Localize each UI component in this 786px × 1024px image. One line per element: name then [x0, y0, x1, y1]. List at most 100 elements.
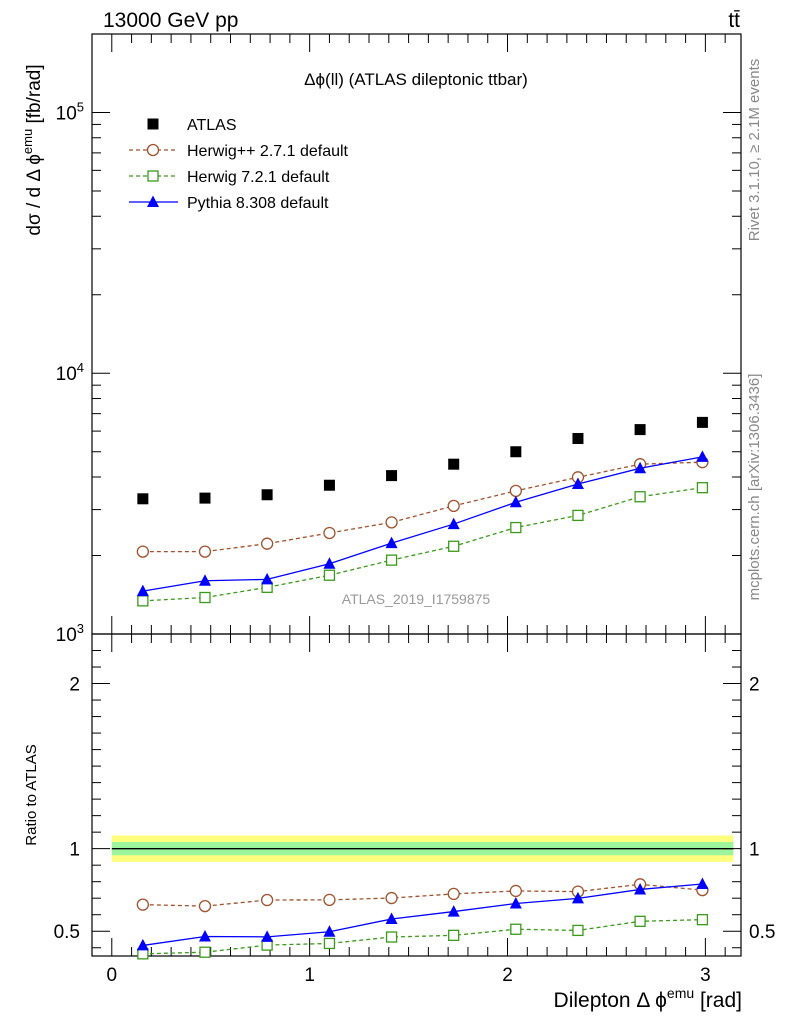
main-point-pythia-8-308-default	[509, 495, 522, 508]
ratio-y-tick-label-right: 1	[749, 840, 760, 861]
ratio-plot-panel: 0.5 0.5 1 1 2 2 0 1 2 3 Ratio to ATLAS	[23, 633, 775, 986]
x-tick-label: 1	[304, 965, 315, 986]
main-point-herwig-7-2-1-default	[137, 595, 149, 607]
legend-marker-herwig-7-2-1-default	[147, 170, 159, 182]
ratio-point-pythia-8-308-default	[509, 896, 522, 909]
ratio-point-pythia-8-308-default	[447, 905, 460, 917]
mcplots-reference-label: mcplots.cern.ch [arXiv:1306.3436]	[746, 374, 763, 601]
ratio-point-pythia-8-308-default	[385, 912, 398, 925]
main-point-herwig-7-2-1-default	[323, 569, 336, 581]
main-point-herwig-7-2-1-default	[199, 591, 211, 604]
main-y-tick-label: 103	[56, 621, 84, 646]
ratio-point-pythia-8-308-default	[198, 930, 211, 942]
main-point-herwig-7-2-1-default	[510, 521, 522, 534]
main-point-atlas	[634, 424, 646, 436]
main-line-herwig-2-7-1-default	[142, 461, 703, 553]
ratio-point-pythia-8-308-default	[696, 877, 709, 890]
main-series-group	[136, 416, 709, 607]
main-point-atlas	[199, 492, 211, 504]
main-point-pythia-8-308-default	[261, 572, 274, 585]
header-energy-label: 13000 GeV pp	[103, 9, 238, 32]
legend-label-atlas: ATLAS	[187, 117, 237, 134]
main-point-atlas	[261, 489, 273, 501]
legend-label-herwig-2-7-1-default: Herwig++ 2.7.1 default	[187, 143, 349, 160]
ratio-point-herwig-7-2-1-default	[448, 929, 460, 942]
legend-marker-atlas	[147, 118, 159, 130]
ratio-point-herwig-2-7-1-default	[447, 887, 460, 901]
main-point-pythia-8-308-default	[198, 574, 211, 586]
legend-marker-pythia-8-308-default	[147, 195, 159, 207]
ratio-point-herwig-2-7-1-default	[323, 893, 336, 907]
ratio-plot-frame	[91, 633, 742, 957]
rivet-version-label: Rivet 3.1.10, ≥ 2.1M events	[746, 59, 763, 242]
ratio-y-tick-label: 2	[69, 675, 80, 696]
ratio-point-herwig-2-7-1-default	[136, 898, 150, 911]
analysis-watermark: ATLAS_2019_I1759875	[342, 591, 491, 607]
ratio-y-tick-label: 0.5	[54, 922, 80, 943]
legend-label-herwig-7-2-1-default: Herwig 7.2.1 default	[187, 169, 330, 186]
main-point-pythia-8-308-default	[696, 450, 709, 462]
main-axis-ticks: 103 104 105	[56, 33, 741, 646]
main-point-atlas	[323, 479, 335, 491]
main-point-herwig-2-7-1-default	[198, 545, 212, 558]
ratio-point-herwig-7-2-1-default	[199, 946, 211, 958]
x-tick-label: 0	[106, 965, 117, 986]
main-point-herwig-2-7-1-default	[136, 545, 150, 558]
main-point-pythia-8-308-default	[385, 536, 398, 549]
header-process-label: tt̄	[728, 9, 740, 32]
main-point-herwig-2-7-1-default	[447, 499, 460, 513]
legend-marker-herwig-2-7-1-default	[146, 143, 160, 157]
main-point-atlas	[572, 433, 584, 445]
ratio-line-herwig-7-2-1-default	[142, 919, 703, 955]
main-point-herwig-2-7-1-default	[323, 526, 336, 540]
main-point-atlas	[696, 416, 708, 428]
main-point-herwig-7-2-1-default	[448, 540, 460, 552]
main-point-herwig-7-2-1-default	[572, 509, 584, 522]
main-point-herwig-2-7-1-default	[509, 484, 522, 497]
ratio-point-herwig-2-7-1-default	[260, 893, 274, 907]
ratio-point-herwig-2-7-1-default	[198, 899, 212, 913]
main-point-pythia-8-308-default	[323, 557, 336, 569]
main-point-atlas	[510, 446, 522, 458]
main-plot-panel: 103 104 105 Δϕ(ll) (ATLAS dileptonic ttbar…	[20, 33, 742, 646]
ratio-point-herwig-7-2-1-default	[572, 924, 584, 937]
ratio-y-tick-label-right: 0.5	[749, 922, 775, 943]
ratio-y-tick-label-right: 2	[749, 675, 760, 696]
ratio-point-pythia-8-308-default	[571, 891, 584, 904]
main-point-herwig-7-2-1-default	[696, 482, 709, 494]
ratio-point-herwig-7-2-1-default	[323, 937, 336, 950]
ratio-point-herwig-2-7-1-default	[385, 891, 398, 905]
ratio-point-herwig-7-2-1-default	[634, 915, 646, 927]
ratio-point-herwig-7-2-1-default	[385, 931, 398, 943]
main-point-herwig-7-2-1-default	[385, 554, 398, 566]
main-point-pythia-8-308-default	[447, 517, 460, 530]
ratio-axis-ticks: 0.5 0.5 1 1 2 2 0 1 2 3	[54, 634, 775, 986]
main-point-pythia-8-308-default	[136, 584, 149, 597]
ratio-point-pythia-8-308-default	[136, 938, 149, 951]
main-point-atlas	[448, 458, 460, 470]
ratio-line-herwig-2-7-1-default	[142, 883, 703, 907]
ratio-series-group	[111, 848, 734, 960]
ratio-point-herwig-2-7-1-default	[509, 884, 522, 898]
main-point-pythia-8-308-default	[571, 477, 584, 490]
main-y-tick-label: 104	[56, 360, 84, 385]
main-point-pythia-8-308-default	[634, 461, 647, 474]
ratio-point-pythia-8-308-default	[323, 925, 336, 937]
plot-title: Δϕ(ll) (ATLAS dileptonic ttbar)	[304, 70, 528, 89]
main-point-herwig-2-7-1-default	[385, 516, 398, 529]
ratio-point-pythia-8-308-default	[261, 930, 274, 942]
x-tick-label: 2	[502, 965, 513, 986]
ratio-point-pythia-8-308-default	[634, 882, 647, 895]
main-y-axis-label: dσ / d Δ ϕemu [fb/rad]	[20, 64, 45, 235]
main-line-pythia-8-308-default	[142, 456, 703, 592]
main-point-herwig-2-7-1-default	[260, 537, 274, 550]
main-point-herwig-7-2-1-default	[634, 491, 646, 503]
x-axis-label: Dilepton Δ ϕemu [rad]	[554, 985, 742, 1012]
x-tick-label: 3	[700, 965, 711, 986]
main-line-herwig-7-2-1-default	[142, 487, 703, 602]
main-point-atlas	[386, 470, 398, 482]
ratio-y-tick-label: 1	[69, 840, 80, 861]
legend: ATLAS Herwig++ 2.7.1 default Herwig 7.2.1 …	[129, 117, 349, 212]
ratio-line-pythia-8-308-default	[142, 883, 703, 947]
